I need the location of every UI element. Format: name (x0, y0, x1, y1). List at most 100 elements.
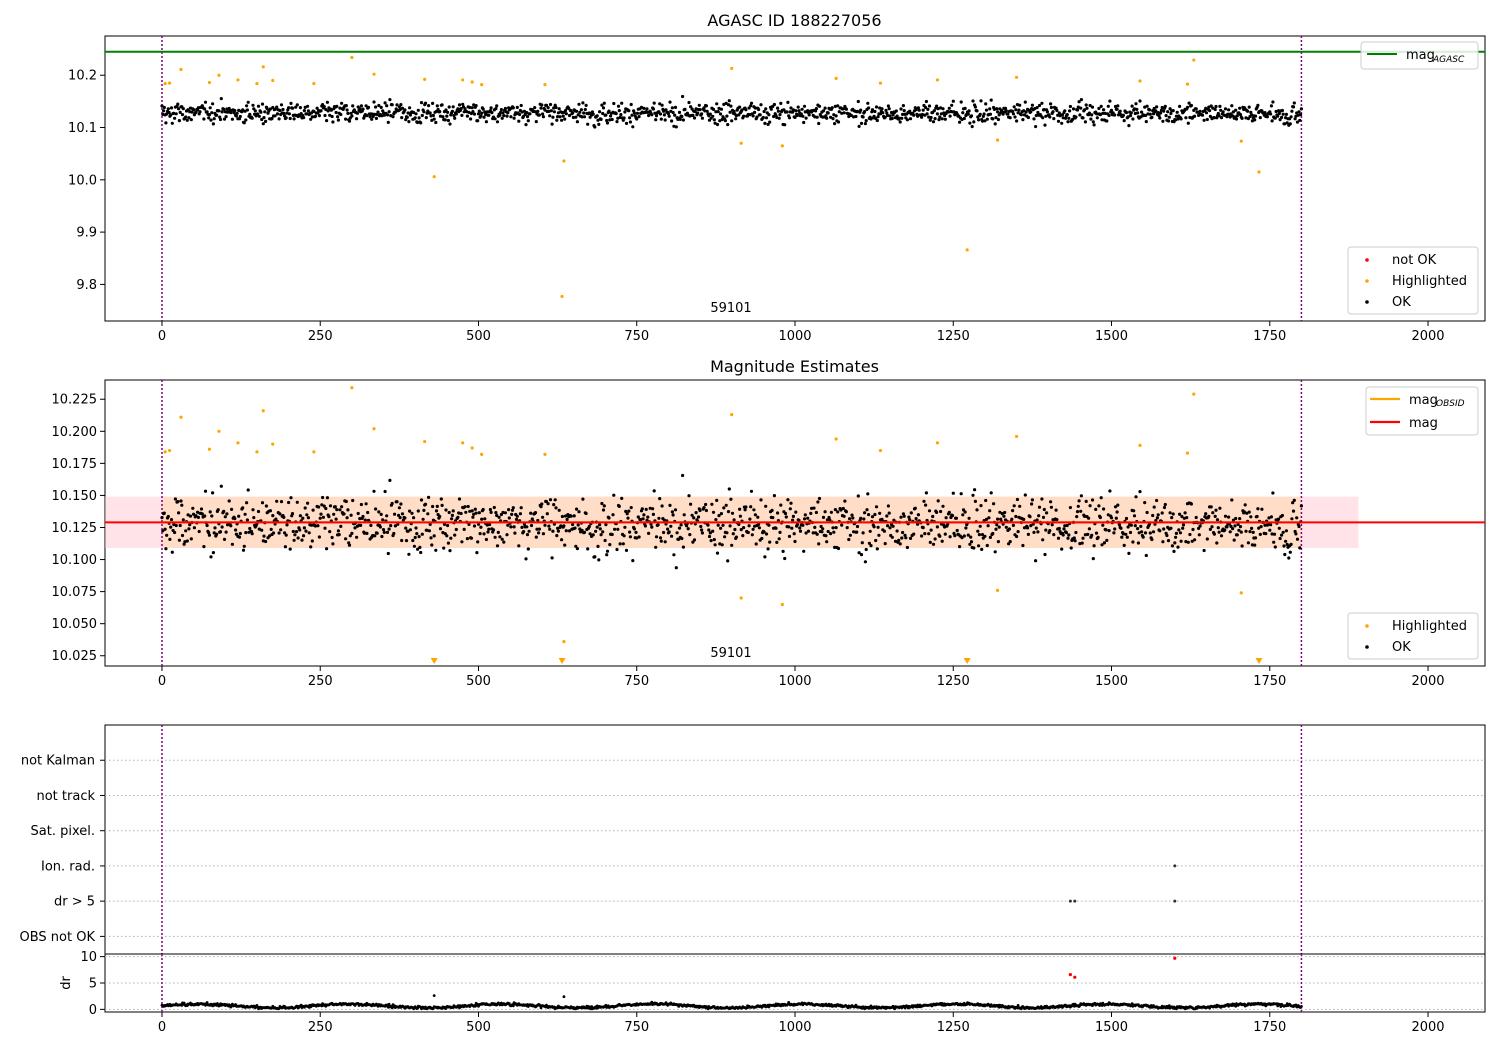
ok-point (722, 102, 726, 106)
ok-point (1067, 116, 1071, 120)
ok-point (424, 116, 428, 120)
ok-point (435, 104, 439, 108)
ok-point (393, 512, 397, 516)
highlighted-point (207, 447, 212, 451)
ok-point (387, 527, 391, 531)
ok-point (624, 121, 629, 125)
ok-point (1236, 522, 1240, 527)
ok-point (715, 498, 719, 502)
ok-point (212, 117, 216, 121)
ok-point (737, 522, 741, 527)
ok-point (980, 547, 984, 552)
ok-point (563, 117, 567, 121)
ok-point (1150, 537, 1154, 542)
ok-point (804, 531, 808, 535)
ok-point (926, 107, 930, 111)
ok-point (292, 538, 296, 542)
ok-point (588, 532, 592, 536)
ok-point (446, 110, 450, 114)
ok-point (936, 499, 940, 503)
ok-point (507, 516, 511, 520)
ok-point (1015, 119, 1019, 123)
ok-point (198, 110, 202, 114)
ok-point (1026, 526, 1030, 530)
ok-point (1181, 523, 1186, 527)
ok-point (386, 120, 390, 124)
ok-point (1176, 117, 1180, 121)
ok-point (235, 111, 239, 115)
ok-point (1134, 495, 1138, 499)
ok-point (344, 104, 348, 108)
ok-point (708, 531, 712, 535)
ok-point (801, 114, 805, 118)
ok-point (768, 120, 772, 124)
ok-point (1270, 119, 1274, 123)
ok-point (449, 536, 453, 540)
ok-point (434, 120, 438, 125)
ok-point (658, 497, 662, 501)
ok-point (291, 529, 295, 534)
ok-point (971, 99, 975, 103)
ok-point (922, 499, 926, 503)
ok-point (795, 523, 800, 527)
ok-point (1283, 122, 1287, 126)
ok-point (537, 531, 541, 535)
ok-point (1068, 506, 1072, 510)
ok-point (662, 113, 667, 117)
ok-point (311, 508, 315, 512)
ok-point (933, 537, 937, 541)
ok-point (385, 530, 390, 535)
ok-point (188, 523, 192, 527)
highlighted-point (935, 78, 940, 82)
ok-point (937, 118, 941, 122)
ok-point (296, 536, 300, 540)
ok-point (397, 506, 401, 510)
highlighted-point (470, 446, 474, 450)
ok-point (730, 511, 735, 515)
ok-point (815, 115, 819, 119)
ok-point (895, 114, 899, 118)
ok-point (739, 528, 743, 532)
ok-point (988, 107, 992, 111)
ok-point (726, 559, 730, 563)
ok-point (177, 107, 181, 111)
ok-point (322, 105, 326, 109)
ok-point (1278, 536, 1282, 541)
ok-point (1012, 105, 1016, 109)
ok-point (1144, 120, 1148, 124)
ok-point (1259, 525, 1263, 529)
ok-point (977, 118, 981, 122)
ok-point (968, 542, 972, 546)
ok-point (463, 505, 467, 509)
ok-point (417, 116, 421, 120)
ok-point (691, 113, 695, 117)
ok-point (164, 121, 168, 125)
ok-point (421, 517, 425, 521)
ok-point (1227, 515, 1231, 519)
ok-point (333, 505, 337, 509)
highlighted-point (730, 413, 734, 417)
ok-point (481, 507, 485, 512)
ok-point (1063, 109, 1067, 113)
ok-point (897, 116, 902, 120)
ok-point (501, 510, 505, 515)
ok-point (586, 122, 590, 126)
ok-point (176, 102, 180, 106)
ok-point (227, 106, 231, 111)
ok-point (230, 117, 234, 121)
ok-point (641, 517, 645, 521)
ok-point (388, 478, 392, 482)
ok-point (482, 532, 486, 536)
ok-point (336, 118, 340, 122)
ok-point (200, 512, 204, 516)
ok-point (1107, 529, 1111, 533)
ok-point (230, 507, 234, 511)
ok-point (347, 119, 352, 123)
ok-point (385, 113, 390, 117)
ok-point (772, 494, 777, 498)
ok-point (506, 111, 510, 115)
ok-point (1043, 552, 1047, 557)
ok-point (1089, 117, 1093, 121)
ok-point (1103, 111, 1107, 115)
ok-point (356, 511, 360, 516)
